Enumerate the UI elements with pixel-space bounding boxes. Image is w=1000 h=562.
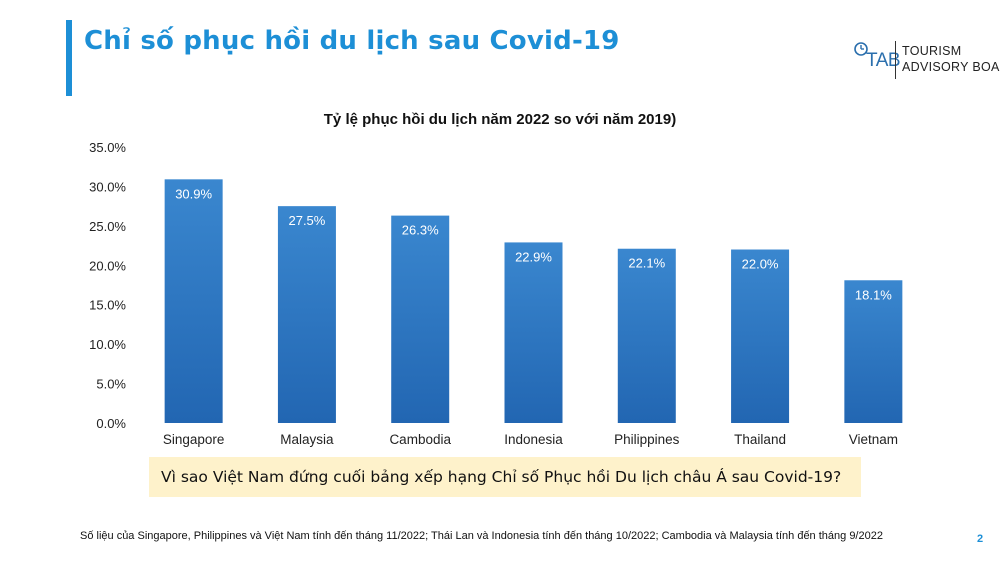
x-tick-label: Indonesia: [504, 432, 563, 447]
bar: [277, 206, 336, 423]
title-accent-bar: [66, 20, 72, 96]
y-tick-label: 15.0%: [89, 298, 126, 313]
clock-icon: [854, 42, 868, 56]
x-tick-label: Singapore: [163, 432, 225, 447]
data-label: 18.1%: [855, 287, 892, 302]
data-label: 22.1%: [628, 256, 665, 271]
data-label: 26.3%: [402, 223, 439, 238]
y-axis: 0.0% 5.0% 10.0% 15.0% 20.0% 25.0% 30.0% 35.0%: [89, 140, 126, 431]
y-tick-label: 5.0%: [96, 377, 126, 392]
y-tick-label: 0.0%: [96, 416, 126, 431]
bar: [844, 280, 903, 423]
data-label: 22.9%: [515, 249, 552, 264]
x-axis: Singapore Malaysia Cambodia Indonesia Philip…: [163, 432, 898, 447]
slide-title: Chỉ số phục hồi du lịch sau Covid-19: [84, 26, 620, 56]
logo-line-1: TOURISM: [902, 44, 962, 58]
x-tick-label: Thailand: [734, 432, 786, 447]
y-tick-label: 20.0%: [89, 258, 126, 273]
bar: [731, 249, 790, 423]
question-callout: Vì sao Việt Nam đứng cuối bảng xếp hạng …: [149, 457, 861, 497]
bar: [617, 248, 676, 423]
x-tick-label: Cambodia: [389, 432, 451, 447]
tab-logo: TAB TOURISM ADVISORY BOARD: [852, 40, 1000, 82]
x-tick-label: Philippines: [614, 432, 680, 447]
bar: [504, 242, 563, 423]
logo-line-2: ADVISORY BOARD: [902, 60, 1000, 74]
footnote: Số liệu của Singapore, Philippines và Vi…: [80, 530, 883, 542]
x-tick-label: Malaysia: [280, 432, 334, 447]
logo-divider: [895, 41, 896, 79]
data-label: 22.0%: [742, 257, 779, 272]
logo-mark: TAB: [866, 50, 901, 71]
bar: [164, 179, 223, 423]
logo-text: TOURISM ADVISORY BOARD: [902, 43, 1000, 75]
data-label: 30.9%: [175, 186, 212, 201]
bar: [391, 215, 450, 423]
y-tick-label: 35.0%: [89, 140, 126, 155]
chart-title: Tỷ lệ phục hồi du lịch năm 2022 so với n…: [323, 111, 677, 128]
data-label: 27.5%: [288, 213, 325, 228]
x-tick-label: Vietnam: [849, 432, 898, 447]
y-tick-label: 10.0%: [89, 337, 126, 352]
page-number: 2: [977, 533, 984, 545]
bar-series: 30.9% 27.5% 26.3% 22.9% 22.1% 22.0% 18.1%: [164, 179, 903, 423]
y-tick-label: 30.0%: [89, 179, 126, 194]
y-tick-label: 25.0%: [89, 219, 126, 234]
